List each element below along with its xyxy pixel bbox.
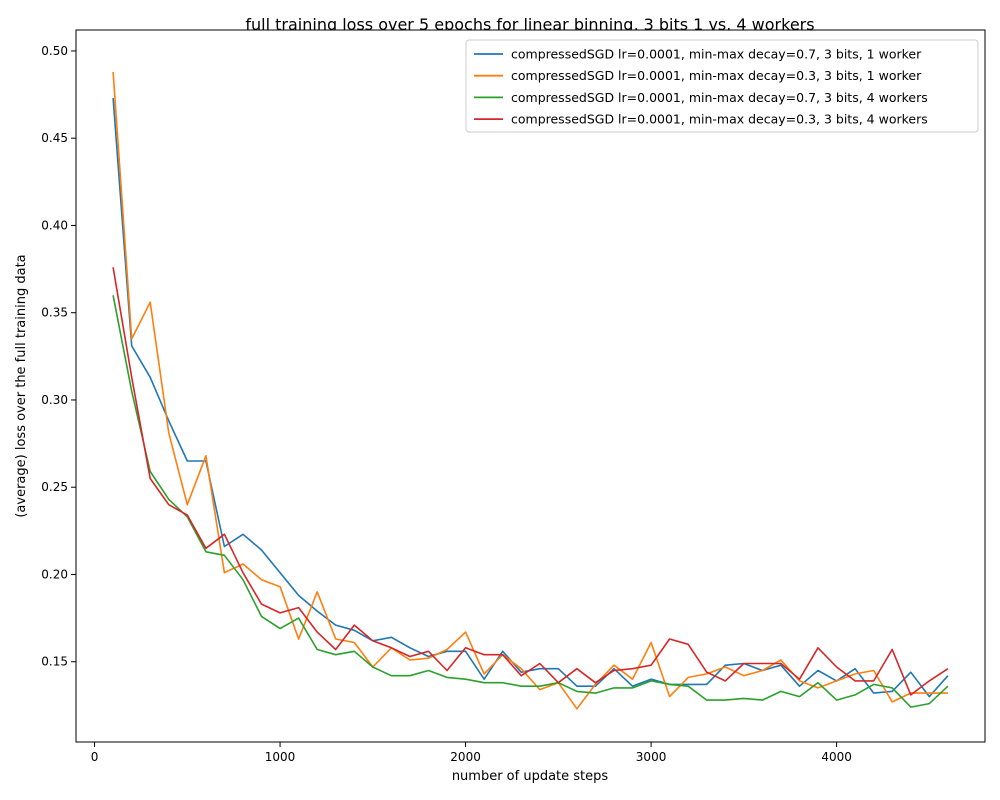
y-tick-label: 0.50 — [41, 44, 68, 58]
x-tick-label: 1000 — [265, 750, 296, 764]
x-tick-label: 4000 — [821, 750, 852, 764]
legend: compressedSGD lr=0.0001, min-max decay=0… — [465, 39, 979, 133]
x-axis-label: number of update steps — [452, 769, 609, 784]
x-tick-label: 3000 — [636, 750, 667, 764]
legend-label-3: compressedSGD lr=0.0001, min-max decay=0… — [511, 90, 928, 105]
y-tick-label: 0.30 — [41, 393, 68, 407]
y-tick-label: 0.45 — [41, 131, 68, 145]
plot-frame — [75, 29, 986, 743]
series-line-2 — [112, 71, 948, 710]
plot-area — [76, 30, 985, 742]
legend-box — [465, 39, 979, 133]
y-axis-label: (average) loss over the full training da… — [14, 254, 29, 517]
legend-label-4: compressedSGD lr=0.0001, min-max decay=0… — [511, 112, 928, 127]
series-lines — [112, 71, 949, 710]
legend-label-2: compressedSGD lr=0.0001, min-max decay=0… — [511, 68, 922, 83]
y-tick-label: 0.20 — [41, 567, 68, 581]
x-tick-label: 0 — [91, 750, 99, 764]
series-line-4 — [112, 267, 949, 696]
y-tick-label: 0.25 — [41, 480, 68, 494]
y-tick-label: 0.35 — [41, 306, 68, 320]
chart-title: full training loss over 5 epochs for lin… — [245, 15, 814, 34]
x-tick-label: 2000 — [450, 750, 481, 764]
axes: 0 1000 2000 3000 4000 0.15 0.20 0.25 0.30 0.35 0.4… — [41, 29, 986, 764]
y-tick-label: 0.15 — [41, 655, 68, 669]
series-line-3 — [112, 295, 949, 708]
legend-label-1: compressedSGD lr=0.0001, min-max decay=0… — [511, 47, 922, 62]
y-tick-label: 0.40 — [41, 218, 68, 232]
